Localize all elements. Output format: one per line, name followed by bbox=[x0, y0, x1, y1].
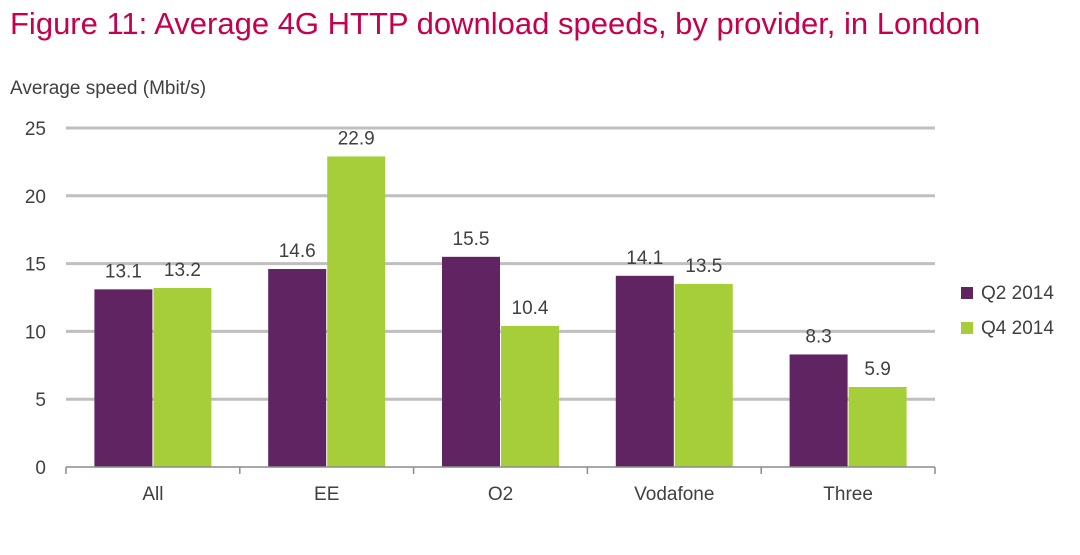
data-label: 15.5 bbox=[453, 229, 490, 250]
bar-q4-2014-three bbox=[848, 386, 907, 467]
data-label: 10.4 bbox=[512, 298, 549, 319]
data-labels: 13.1 13.2 14.6 22.9 15.5 10.4 14.1 13.5 8.3 5.9 bbox=[105, 128, 891, 380]
bar-q4-2014-all bbox=[153, 288, 212, 467]
y-tick-label: 25 bbox=[25, 119, 46, 140]
x-axis: All EE O2 Vodafone Three bbox=[65, 466, 936, 505]
x-tick-label: All bbox=[142, 484, 163, 505]
x-tick-label: Vodafone bbox=[634, 484, 714, 505]
legend-swatch bbox=[961, 287, 973, 299]
y-tick-label: 10 bbox=[25, 322, 46, 343]
y-axis-label: Average speed (Mbit/s) bbox=[10, 78, 206, 99]
data-label: 13.1 bbox=[105, 261, 142, 282]
bar-q2-2014-three bbox=[789, 354, 848, 467]
y-tick-label: 0 bbox=[35, 458, 46, 479]
y-tick-label: 15 bbox=[25, 255, 46, 276]
bar-q2-2014-ee bbox=[268, 269, 327, 467]
bar-q4-2014-ee bbox=[327, 156, 386, 467]
y-ticks: 0 5 10 15 20 25 bbox=[25, 119, 46, 479]
y-tick-label: 20 bbox=[25, 187, 46, 208]
bar-q2-2014-vodafone bbox=[615, 275, 674, 467]
data-label: 13.5 bbox=[685, 256, 722, 277]
x-tick-label: Three bbox=[823, 484, 873, 505]
bar-q2-2014-all bbox=[94, 289, 153, 467]
bar-q4-2014-o2 bbox=[501, 325, 559, 467]
x-tick-label: O2 bbox=[488, 484, 513, 505]
legend-swatch bbox=[961, 322, 973, 334]
legend: Q2 2014 Q4 2014 bbox=[961, 283, 1054, 339]
bar-q2-2014-o2 bbox=[442, 256, 500, 467]
legend-label: Q4 2014 bbox=[981, 318, 1054, 339]
x-tick-label: EE bbox=[314, 484, 339, 505]
data-label: 5.9 bbox=[864, 359, 890, 380]
data-label: 22.9 bbox=[338, 128, 375, 149]
legend-label: Q2 2014 bbox=[981, 283, 1054, 304]
data-label: 8.3 bbox=[805, 326, 831, 347]
bar-q4-2014-vodafone bbox=[674, 283, 733, 467]
data-label: 14.1 bbox=[626, 248, 663, 269]
chart-title: Figure 11: Average 4G HTTP download spee… bbox=[10, 6, 981, 41]
data-label: 14.6 bbox=[279, 241, 316, 262]
y-tick-label: 5 bbox=[35, 390, 46, 411]
bars bbox=[94, 156, 907, 467]
data-label: 13.2 bbox=[164, 260, 201, 281]
